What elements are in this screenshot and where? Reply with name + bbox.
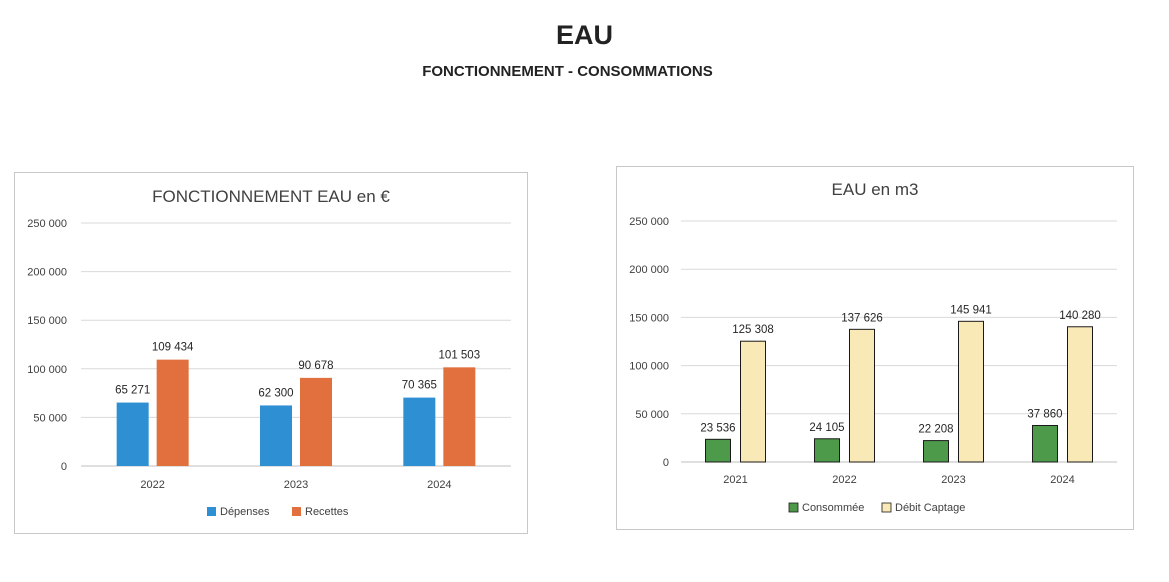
bar-d-bit-captage bbox=[849, 328, 875, 463]
y-tick-label: 50 000 bbox=[33, 412, 67, 424]
chart-eau-m3: EAU en m3 0 50 000 100 000 150 000 200 000 250… bbox=[616, 166, 1134, 530]
data-label: 70 365 bbox=[402, 380, 437, 392]
legend-label: Recettes bbox=[305, 506, 349, 518]
y-tick-label: 250 000 bbox=[629, 216, 669, 228]
bar-d-penses bbox=[260, 405, 292, 466]
x-tick-label: 2022 bbox=[140, 479, 164, 491]
data-label: 23 536 bbox=[700, 422, 735, 434]
y-tick-label: 250 000 bbox=[27, 218, 67, 230]
bar-d-bit-captage bbox=[958, 320, 984, 463]
x-tick-label: 2022 bbox=[832, 474, 856, 486]
chart-fonctionnement-eau-svg: FONCTIONNEMENT EAU en € 0 50 000 100 000 150… bbox=[27, 187, 511, 518]
x-tick-label: 2024 bbox=[427, 479, 451, 491]
bar-d-penses bbox=[403, 397, 436, 466]
y-tick-label: 0 bbox=[663, 457, 669, 469]
chart-fonctionnement-eau: FONCTIONNEMENT EAU en € 0 50 000 100 000 150… bbox=[14, 172, 528, 534]
bar-consomm-e bbox=[1032, 425, 1058, 463]
x-tick-label: 2021 bbox=[723, 474, 747, 486]
legend-swatch bbox=[207, 507, 216, 516]
x-tick-label: 2024 bbox=[1050, 474, 1074, 486]
bar-consomm-e bbox=[814, 438, 840, 463]
bar-d-penses bbox=[116, 402, 149, 466]
legend-label: Consommée bbox=[802, 502, 864, 514]
legend-swatch bbox=[788, 502, 799, 513]
bar-consomm-e bbox=[705, 438, 731, 463]
legend-swatch bbox=[292, 507, 301, 516]
chart-title: EAU en m3 bbox=[832, 180, 919, 199]
page-title: EAU bbox=[555, 20, 613, 50]
legend-label: Débit Captage bbox=[895, 502, 965, 514]
data-label: 137 626 bbox=[841, 312, 883, 324]
data-label: 37 860 bbox=[1027, 409, 1062, 421]
bar-d-bit-captage bbox=[1067, 326, 1093, 463]
x-tick-label: 2023 bbox=[941, 474, 965, 486]
data-label: 62 300 bbox=[258, 387, 293, 399]
y-tick-label: 150 000 bbox=[629, 312, 669, 324]
y-tick-label: 100 000 bbox=[629, 361, 669, 373]
y-tick-label: 150 000 bbox=[27, 315, 67, 327]
data-label: 109 434 bbox=[152, 342, 194, 354]
bar-recettes bbox=[156, 359, 189, 466]
x-tick-label: 2023 bbox=[284, 479, 308, 491]
y-tick-label: 0 bbox=[61, 461, 67, 473]
data-label: 22 208 bbox=[918, 424, 953, 436]
bar-recettes bbox=[300, 377, 332, 466]
data-label: 65 271 bbox=[115, 385, 150, 397]
y-tick-label: 100 000 bbox=[27, 364, 67, 376]
data-label: 101 503 bbox=[439, 349, 481, 361]
y-tick-label: 200 000 bbox=[629, 264, 669, 276]
page-subtitle: FONCTIONNEMENT - CONSOMMATIONS bbox=[422, 63, 713, 80]
y-tick-label: 200 000 bbox=[27, 267, 67, 279]
data-label: 140 280 bbox=[1059, 310, 1101, 322]
bar-consomm-e bbox=[923, 440, 949, 463]
data-label: 90 678 bbox=[298, 360, 333, 372]
data-label: 24 105 bbox=[809, 422, 844, 434]
legend-swatch bbox=[881, 502, 892, 513]
data-label: 125 308 bbox=[732, 324, 774, 336]
data-label: 145 941 bbox=[950, 304, 992, 316]
legend-label: Dépenses bbox=[220, 506, 270, 518]
bar-d-bit-captage bbox=[740, 340, 766, 463]
bar-recettes bbox=[443, 367, 476, 466]
chart-title: FONCTIONNEMENT EAU en € bbox=[152, 187, 390, 206]
chart-eau-m3-svg: EAU en m3 0 50 000 100 000 150 000 200 000 250… bbox=[629, 180, 1117, 514]
y-tick-label: 50 000 bbox=[635, 409, 669, 421]
